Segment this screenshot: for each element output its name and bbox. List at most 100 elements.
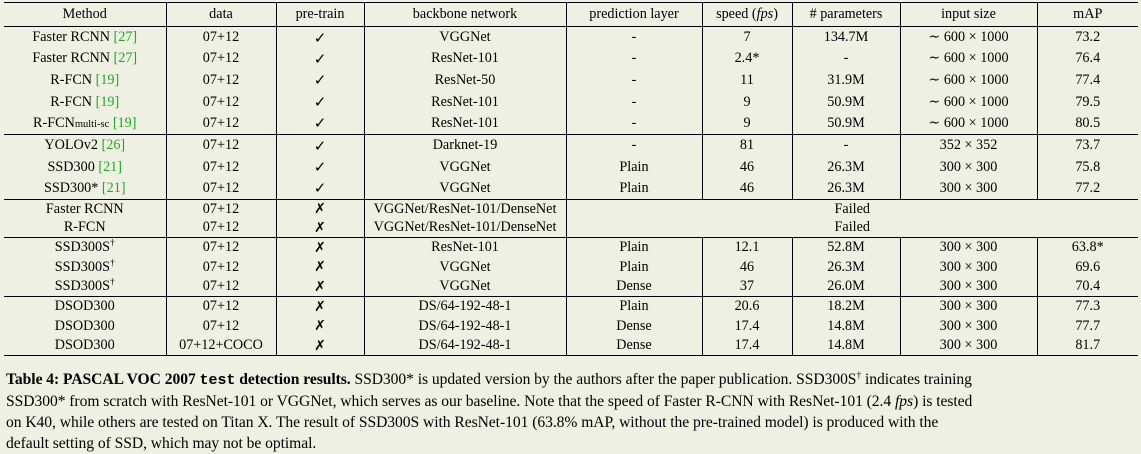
table-group: SSD300S† 07+12 ✗ ResNet-101 Plain 12.1 52.8M 30… (4, 237, 1138, 297)
parameters-cell: - (791, 48, 900, 70)
prediction-layer-cell: - (565, 26, 702, 49)
data-cell: 07+12 (165, 199, 276, 219)
caption-segment: Table 4: (6, 371, 64, 388)
backbone-cell: VGGNet (363, 26, 566, 49)
citation-link: [19] (95, 71, 120, 88)
data-cell: 07+12 (165, 69, 276, 92)
caption-segment: SSD300* from scratch with ResNet-101 or … (6, 393, 896, 410)
method-cell: SSD300 [21] (4, 156, 166, 178)
prediction-layer-cell: - (565, 112, 702, 135)
map-cell: 77.2 (1036, 177, 1138, 200)
checkmark-icon: ✓ (275, 69, 364, 92)
caption-segment: detection results. (235, 371, 351, 388)
caption-segment: test (199, 372, 236, 389)
caption-segment: † (856, 370, 862, 381)
header-map: mAP (1036, 2, 1138, 27)
data-cell: 07+12 (165, 316, 276, 336)
backbone-cell: VGGNet (363, 276, 566, 297)
caption-segment: SSD300* is updated version by the author… (350, 371, 857, 388)
parameters-cell: 26.0M (791, 276, 900, 297)
method-name: YOLOv2 (44, 137, 102, 154)
checkmark-icon: ✓ (275, 156, 364, 178)
caption-segment: PASCAL VOC 2007 (63, 371, 200, 388)
map-cell: 73.7 (1036, 133, 1138, 157)
table-row: R-FCN 07+12 ✗ VGGNet/ResNet-101/DenseNet Fai… (4, 218, 1138, 238)
table-row: DSOD300 07+12 ✗ DS/64-192-48-1 Plain 20.6 18.2… (4, 296, 1138, 317)
data-cell: 07+12 (165, 156, 276, 178)
method-cell: R-FCN (4, 219, 166, 238)
input-size-cell: ∼ 600 × 1000 (899, 26, 1037, 49)
prediction-layer-cell: Dense (565, 276, 702, 297)
method-cell: Faster RCNN [27] (4, 48, 166, 70)
header-method: Method (4, 2, 166, 27)
input-size-cell: 300 × 300 (899, 335, 1037, 357)
map-cell: 80.5 (1036, 112, 1138, 135)
method-name: SSD300S (54, 258, 110, 275)
header-data: data (165, 2, 276, 27)
method-cell: R-FCN [19] (4, 70, 166, 92)
table-caption: Table 4: PASCAL VOC 2007 test detection … (6, 369, 1138, 454)
prediction-layer-cell: Plain (565, 296, 702, 317)
table-group: YOLOv2 [26] 07+12 ✓ Darknet-19-81-352 × 352… (4, 133, 1138, 200)
cross-icon: ✗ (275, 316, 364, 336)
citation-link: [21] (101, 179, 126, 196)
map-cell: 81.7 (1036, 335, 1138, 357)
citation-link: [27] (113, 50, 138, 67)
parameters-cell: 14.8M (791, 316, 900, 336)
caption-line: Table 4: PASCAL VOC 2007 test detection … (6, 369, 1138, 391)
method-subscript: multi-sc (74, 118, 110, 130)
input-size-cell: ∼ 600 × 1000 (899, 91, 1037, 113)
checkmark-icon: ✓ (275, 133, 364, 157)
table-row: YOLOv2 [26] 07+12 ✓ Darknet-19-81-352 × 352… (4, 133, 1138, 157)
prediction-layer-cell: - (565, 48, 702, 70)
method-name: R-FCN (63, 219, 106, 236)
data-cell: 07+12 (165, 177, 276, 200)
table-row: DSOD300 07+12 ✗ DS/64-192-48-1 Dense 17.4 14.8… (4, 316, 1138, 336)
dagger-mark: † (109, 238, 115, 249)
cross-icon: ✗ (275, 335, 364, 357)
input-size-cell: 300 × 300 (899, 177, 1037, 200)
caption-segment: fps (895, 393, 914, 410)
method-cell: SSD300S† (4, 257, 166, 277)
method-name: SSD300 (47, 158, 99, 175)
table-header: Method data pre-train backbone network p… (4, 2, 1138, 27)
dagger-mark: † (109, 257, 115, 268)
backbone-cell: Darknet-19 (363, 133, 566, 157)
map-cell: 76.4 (1036, 48, 1138, 70)
backbone-cell: ResNet-101 (363, 237, 566, 258)
backbone-cell: VGGNet (363, 177, 566, 200)
speed-cell: 20.6 (701, 296, 792, 317)
method-cell: R-FCNmulti-sc [19] (4, 113, 166, 135)
parameters-cell: 26.3M (791, 156, 900, 178)
parameters-cell: 18.2M (791, 296, 900, 317)
map-cell: 77.4 (1036, 69, 1138, 92)
table-row: R-FCN [19] 07+12 ✓ ResNet-50-11 31.9M ∼ 600 ×… (4, 69, 1138, 92)
speed-cell: 12.1 (701, 237, 792, 258)
method-cell: Faster RCNN [27] (4, 27, 166, 49)
backbone-cell: DS/64-192-48-1 (363, 316, 566, 336)
caption-segment: indicates training (861, 371, 972, 388)
data-cell: 07+12 (165, 237, 276, 258)
method-cell: DSOD300 (4, 316, 166, 336)
method-cell: R-FCN [19] (4, 91, 166, 113)
backbone-cell: ResNet-101 (363, 91, 566, 113)
table-row: SSD300S† 07+12 ✗ VGGNet Dense 37 26.0M 300 × 30… (4, 276, 1138, 297)
input-size-cell: ∼ 600 × 1000 (899, 48, 1037, 70)
speed-cell: 46 (701, 257, 792, 277)
checkmark-icon: ✓ (275, 48, 364, 70)
data-cell: 07+12 (165, 276, 276, 297)
method-name: R-FCN (33, 114, 75, 131)
data-cell: 07+12 (165, 133, 276, 157)
parameters-cell: - (791, 133, 900, 157)
prediction-layer-cell: Plain (565, 156, 702, 178)
method-cell: SSD300S† (4, 237, 166, 258)
prediction-layer-cell: Dense (565, 316, 702, 336)
backbone-cell: VGGNet/ResNet-101/DenseNet (363, 199, 566, 219)
data-cell: 07+12 (165, 257, 276, 277)
map-cell: 77.7 (1036, 316, 1138, 336)
backbone-cell: DS/64-192-48-1 (363, 335, 566, 357)
table-group: Faster RCNN [27] 07+12 ✓ VGGNet -7 134.7M ∼ 60… (4, 26, 1138, 135)
caption-segment: on K40, while others are tested on Titan… (6, 414, 939, 431)
caption-line: SSD300* from scratch with ResNet-101 or … (6, 391, 1138, 412)
header-pretrain: pre-train (275, 2, 364, 27)
